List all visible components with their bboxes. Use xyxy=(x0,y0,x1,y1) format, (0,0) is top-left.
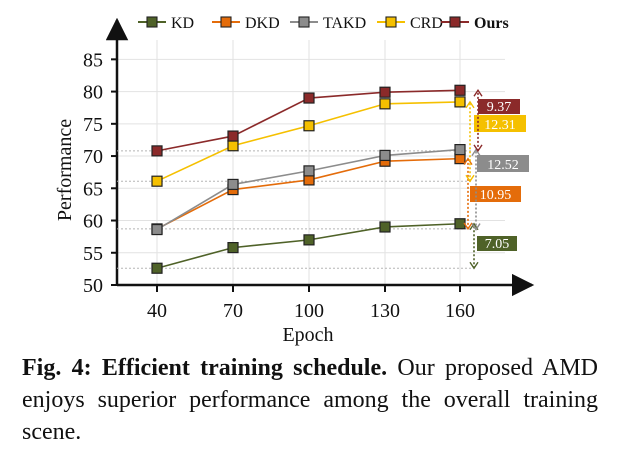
caption-text: Our proposed AMD enjoys superior perform… xyxy=(22,355,598,445)
marker-kd xyxy=(227,242,239,254)
y-tick-label: 50 xyxy=(83,275,103,297)
marker-crd xyxy=(454,96,466,108)
gain-arrow-head xyxy=(471,223,481,231)
legend-label-kd: KD xyxy=(171,15,194,32)
y-tick-label: 85 xyxy=(83,49,103,71)
y-tick-label: 70 xyxy=(83,146,103,168)
gain-badge-ours xyxy=(478,99,520,114)
gain-arrow-head xyxy=(471,148,481,156)
marker-kd xyxy=(454,218,466,230)
figure-caption: Fig. 4: Efficient training schedule. Our… xyxy=(22,352,598,448)
grid-lines xyxy=(117,40,505,286)
gain-arrow-head xyxy=(473,89,483,97)
gain-badge-takd xyxy=(477,155,529,172)
gain-arrow-head xyxy=(465,174,475,183)
marker-takd xyxy=(227,178,239,191)
marker-crd xyxy=(151,175,163,187)
legend-label-ours: Ours xyxy=(474,15,509,32)
x-tick-label: 130 xyxy=(370,300,400,322)
legend: KD DKD TAKD CRD Ours xyxy=(138,15,509,32)
marker-kd xyxy=(379,221,391,233)
gain-arrow-head xyxy=(473,144,483,153)
gain-arrow-head xyxy=(463,157,473,166)
marker-ours xyxy=(303,92,315,104)
y-tick-label: 75 xyxy=(83,114,103,136)
axes: 50 55 60 65 70 75 80 85 40 70 100 130 160 xyxy=(83,17,535,322)
marker-ours xyxy=(454,84,466,96)
marker-crd xyxy=(303,120,315,132)
gain-label-ours: 9.37 xyxy=(487,100,512,115)
marker-kd xyxy=(303,234,315,246)
x-tick-label: 70 xyxy=(223,300,243,322)
marker-crd xyxy=(227,140,239,152)
y-tick-label: 55 xyxy=(83,243,103,265)
gain-label-kd: 7.05 xyxy=(485,237,510,252)
y-tick-label: 80 xyxy=(83,82,103,104)
gain-badge-dkd xyxy=(470,186,521,202)
marker-ours xyxy=(151,145,163,157)
caption-label: Fig. 4: Efficient training schedule. xyxy=(22,355,388,381)
legend-label-crd: CRD xyxy=(410,15,443,32)
legend-label-takd: TAKD xyxy=(323,15,366,32)
legend-marker-kd xyxy=(146,16,158,28)
legend-marker-takd xyxy=(298,16,310,28)
x-tick-label: 40 xyxy=(147,300,167,322)
marker-kd xyxy=(151,262,163,274)
marker-takd xyxy=(151,223,163,236)
legend-marker-crd xyxy=(385,16,397,28)
y-tick-label: 65 xyxy=(83,178,103,200)
gain-arrow-head xyxy=(465,100,475,109)
marker-crd xyxy=(379,98,391,110)
gain-label-takd: 12.52 xyxy=(487,158,519,173)
gain-arrow-head xyxy=(469,261,479,270)
marker-takd xyxy=(303,165,315,177)
y-tick-label: 60 xyxy=(83,211,103,233)
x-axis-label: Epoch xyxy=(282,324,333,346)
performance-line-chart: 50 55 60 65 70 75 80 85 40 70 100 130 160 7.05 10.95 1… xyxy=(54,15,535,346)
marker-ours xyxy=(379,86,391,98)
legend-marker-dkd xyxy=(220,16,232,28)
gain-arrow-head xyxy=(463,222,473,231)
gain-badge-kd xyxy=(477,236,517,251)
gain-badge-crd xyxy=(474,115,526,132)
gain-annotations: 7.05 10.95 12.52 12.31 9.37 xyxy=(463,89,529,270)
series-lines xyxy=(151,84,466,274)
y-axis-label: Performance xyxy=(54,119,76,221)
x-tick-label: 160 xyxy=(445,300,475,322)
legend-marker-ours xyxy=(449,16,461,28)
marker-ours xyxy=(227,130,239,142)
gain-label-dkd: 10.95 xyxy=(480,188,512,203)
reference-lines xyxy=(117,150,472,269)
legend-label-dkd: DKD xyxy=(245,15,280,32)
marker-takd xyxy=(379,149,391,162)
gain-label-crd: 12.31 xyxy=(484,118,516,133)
x-tick-label: 100 xyxy=(294,300,324,322)
marker-takd xyxy=(454,144,466,156)
